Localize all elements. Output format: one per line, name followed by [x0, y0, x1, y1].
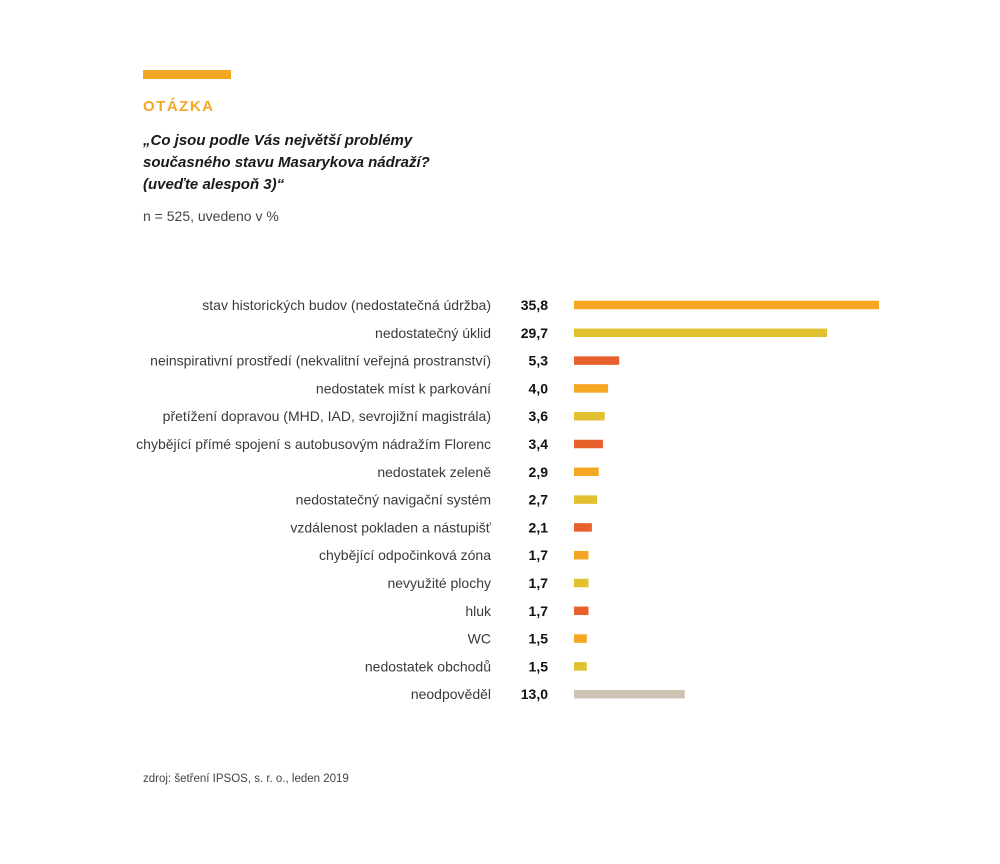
- question-line: současného stavu Masarykova nádraží?: [143, 154, 430, 171]
- bar: [574, 689, 685, 699]
- bar: [574, 606, 589, 616]
- category-label: neinspirativní prostředí (nekvalitní veř…: [150, 353, 491, 369]
- category-label: chybějící odpočinková zóna: [319, 547, 491, 563]
- bar: [574, 634, 587, 643]
- category-label: neodpověděl: [411, 686, 491, 702]
- value-label: 1,5: [529, 658, 549, 674]
- value-label: 2,7: [529, 492, 549, 508]
- value-label: 2,1: [529, 519, 549, 535]
- category-label: nedostatek míst k parkování: [316, 380, 491, 396]
- value-label: 1,7: [529, 575, 549, 591]
- category-label: chybějící přímé spojení s autobusovým ná…: [136, 436, 491, 452]
- bar: [574, 523, 592, 532]
- sample-note: n = 525, uvedeno v %: [143, 208, 279, 224]
- category-label: přetížení dopravou (MHD, IAD, sevrojižní…: [163, 408, 491, 424]
- bar: [574, 550, 589, 560]
- category-label: WC: [468, 631, 491, 647]
- value-label: 3,4: [529, 436, 549, 452]
- bar: [574, 662, 587, 671]
- category-label: nedostatek obchodů: [365, 658, 491, 674]
- value-label: 2,9: [529, 464, 549, 480]
- value-label: 1,7: [529, 547, 549, 563]
- bar: [574, 411, 605, 421]
- category-label: stav historických budov (nedostatečná úd…: [202, 297, 491, 313]
- bar: [574, 495, 598, 504]
- bar: [574, 578, 589, 588]
- value-label: 4,0: [529, 380, 549, 396]
- value-label: 5,3: [529, 353, 549, 369]
- category-label: nedostatek zeleně: [377, 464, 491, 480]
- bar: [574, 384, 609, 393]
- value-label: 1,5: [529, 631, 549, 647]
- question-label: OTÁZKA: [143, 98, 215, 115]
- category-label: nedostatečný úklid: [375, 325, 491, 341]
- value-label: 13,0: [521, 686, 548, 702]
- bar: [574, 328, 828, 338]
- question-line: „Co jsou podle Vás největší problémy: [143, 132, 413, 149]
- bar: [574, 439, 603, 449]
- bar: [574, 300, 879, 310]
- source-note: zdroj: šetření IPSOS, s. r. o., leden 20…: [143, 773, 349, 785]
- bar: [574, 467, 599, 477]
- category-label: nedostatečný navigační systém: [296, 492, 491, 508]
- value-label: 29,7: [521, 325, 548, 341]
- question-text: „Co jsou podle Vás největší problémy sou…: [143, 130, 603, 196]
- question-line: (uveďte alespoň 3)“: [143, 176, 285, 193]
- bar: [574, 356, 620, 365]
- value-label: 35,8: [521, 297, 548, 313]
- accent-bar: [143, 70, 231, 79]
- category-label: vzdálenost pokladen a nástupišť: [290, 519, 491, 535]
- value-label: 3,6: [529, 408, 549, 424]
- category-label: hluk: [465, 603, 492, 619]
- value-label: 1,7: [529, 603, 549, 619]
- category-label: nevyužité plochy: [387, 575, 491, 591]
